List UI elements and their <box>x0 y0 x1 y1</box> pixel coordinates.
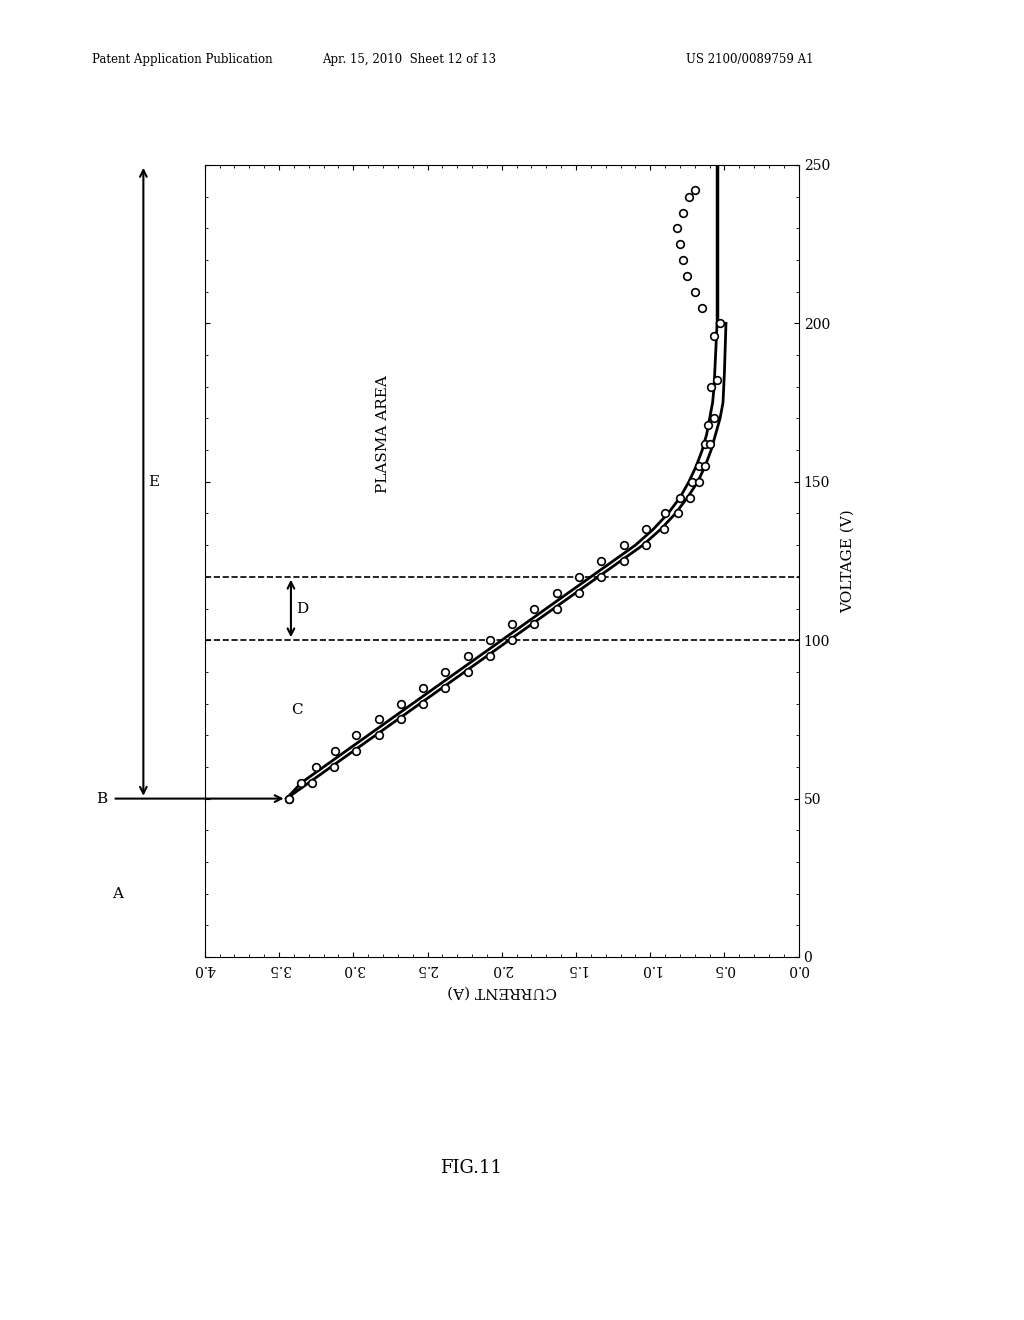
Text: E: E <box>148 475 160 488</box>
Text: Patent Application Publication: Patent Application Publication <box>92 53 272 66</box>
Text: C: C <box>292 702 303 717</box>
Text: Apr. 15, 2010  Sheet 12 of 13: Apr. 15, 2010 Sheet 12 of 13 <box>323 53 497 66</box>
Text: US 2100/0089759 A1: US 2100/0089759 A1 <box>686 53 814 66</box>
Text: FIG.11: FIG.11 <box>440 1159 502 1177</box>
Text: PLASMA AREA: PLASMA AREA <box>376 375 390 494</box>
Text: D: D <box>296 602 308 615</box>
Y-axis label: VOLTAGE (V): VOLTAGE (V) <box>841 510 855 612</box>
X-axis label: CURRENT (A): CURRENT (A) <box>446 985 557 998</box>
Text: A: A <box>113 887 123 900</box>
Text: B: B <box>96 792 108 805</box>
